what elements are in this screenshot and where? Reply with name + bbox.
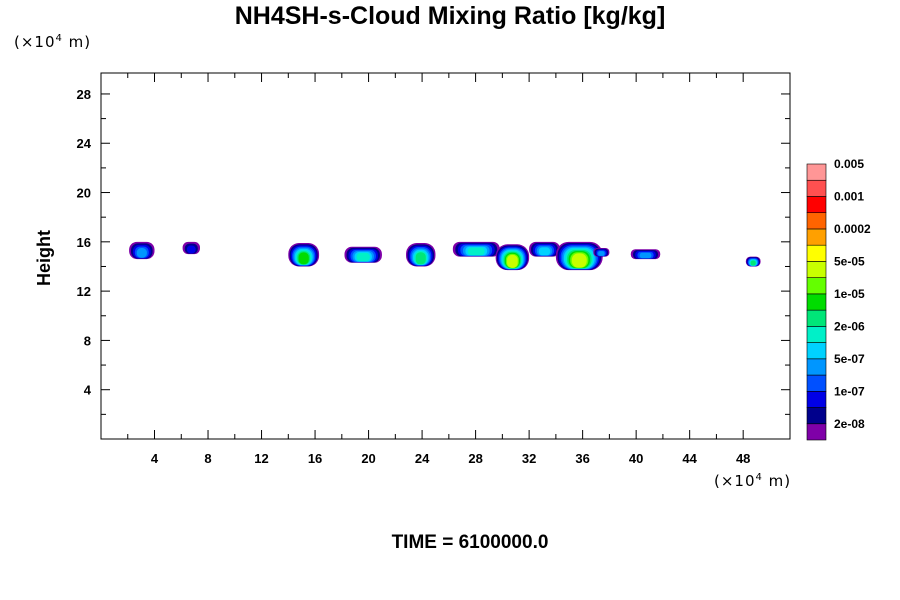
colorbar-swatch	[806, 179, 827, 197]
plot-frame	[100, 72, 791, 440]
colorbar-label: 1e-05	[834, 287, 865, 301]
colorbar-swatch	[806, 212, 827, 230]
colorbar-swatch	[806, 277, 827, 295]
cloud-blob	[745, 256, 761, 267]
cloud-contour	[507, 254, 518, 268]
x-tick-label: 24	[415, 451, 430, 466]
cloud-blob	[529, 241, 560, 257]
cloud-contour	[639, 252, 652, 259]
colorbar-swatch	[806, 244, 827, 262]
x-tick-label: 32	[522, 451, 536, 466]
cloud-blob	[288, 243, 320, 267]
cloud-blob	[182, 241, 201, 255]
chart-title: NH4SH-s-Cloud Mixing Ratio [kg/kg]	[234, 2, 666, 30]
colorbar-swatch	[806, 293, 827, 311]
x-tick-label: 16	[308, 451, 322, 466]
colorbar-label: 2e-08	[834, 417, 865, 431]
cloud-contour	[136, 248, 147, 258]
y-tick-label: 20	[77, 186, 91, 201]
colorbar-label: 0.0002	[834, 222, 871, 236]
colorbar-swatch	[806, 390, 827, 408]
cloud-blob	[344, 246, 382, 263]
colorbar-swatch	[806, 196, 827, 214]
colorbar-swatch	[806, 423, 827, 441]
x-tick-label: 36	[575, 451, 589, 466]
cloud-contour	[186, 245, 196, 254]
cloud-blob	[406, 243, 436, 267]
colorbar-swatch	[806, 261, 827, 278]
colorbar-label: 5e-05	[834, 254, 865, 268]
x-axis-unit: (×104 m)	[714, 472, 792, 490]
cloud-contour	[538, 247, 551, 256]
cloud-contour	[298, 252, 309, 265]
x-tick-label: 48	[736, 451, 750, 466]
y-axis-label: Height	[34, 230, 54, 286]
cloud-blob	[593, 247, 610, 257]
y-tick-label: 8	[84, 333, 91, 348]
colorbar-swatch	[806, 309, 827, 327]
cloud-blob	[129, 241, 155, 260]
y-tick-label: 28	[77, 87, 91, 102]
y-tick-label: 12	[77, 284, 91, 299]
cloud-blob	[555, 241, 603, 271]
y-axis-unit: (×104 m)	[14, 33, 92, 51]
colorbar-label: 0.001	[834, 189, 864, 203]
x-tick-label: 28	[468, 451, 482, 466]
cloud-blob	[630, 249, 661, 260]
colorbar: 2e-08 1e-07 5e-07 2e-06 1e-05 5e-05 0.0002 0.00…	[806, 157, 871, 441]
colorbar-label: 0.005	[834, 157, 864, 171]
cloud-contour	[415, 252, 426, 265]
colorbar-swatch	[806, 407, 827, 425]
colorbar-swatch	[806, 228, 827, 246]
y-tick-label: 16	[77, 235, 91, 250]
colorbar-label: 2e-06	[834, 319, 865, 333]
cloud-contour	[356, 252, 370, 262]
cloud-field	[129, 241, 761, 271]
cloud-blob	[452, 241, 500, 257]
colorbar-swatch	[806, 326, 827, 343]
cloud-contour	[598, 251, 605, 256]
time-label: TIME = 6100000.0	[391, 532, 549, 553]
colorbar-swatch	[806, 342, 827, 360]
y-tick-label: 4	[84, 383, 92, 398]
colorbar-swatch	[806, 163, 827, 181]
x-tick-label: 8	[204, 451, 211, 466]
colorbar-label: 1e-07	[834, 384, 865, 398]
colorbar-swatch	[806, 374, 827, 392]
colorbar-swatch	[806, 358, 827, 376]
cloud-blob	[495, 244, 530, 271]
cloud-contour	[467, 247, 485, 256]
y-tick-label: 24	[77, 136, 92, 151]
x-tick-label: 20	[361, 451, 375, 466]
x-tick-label: 4	[151, 451, 159, 466]
cloud-contour	[571, 253, 587, 268]
colorbar-label: 5e-07	[834, 352, 865, 366]
x-tick-label: 44	[682, 451, 697, 466]
x-tick-label: 40	[629, 451, 643, 466]
x-tick-label: 12	[254, 451, 268, 466]
cloud-contour	[750, 260, 756, 266]
